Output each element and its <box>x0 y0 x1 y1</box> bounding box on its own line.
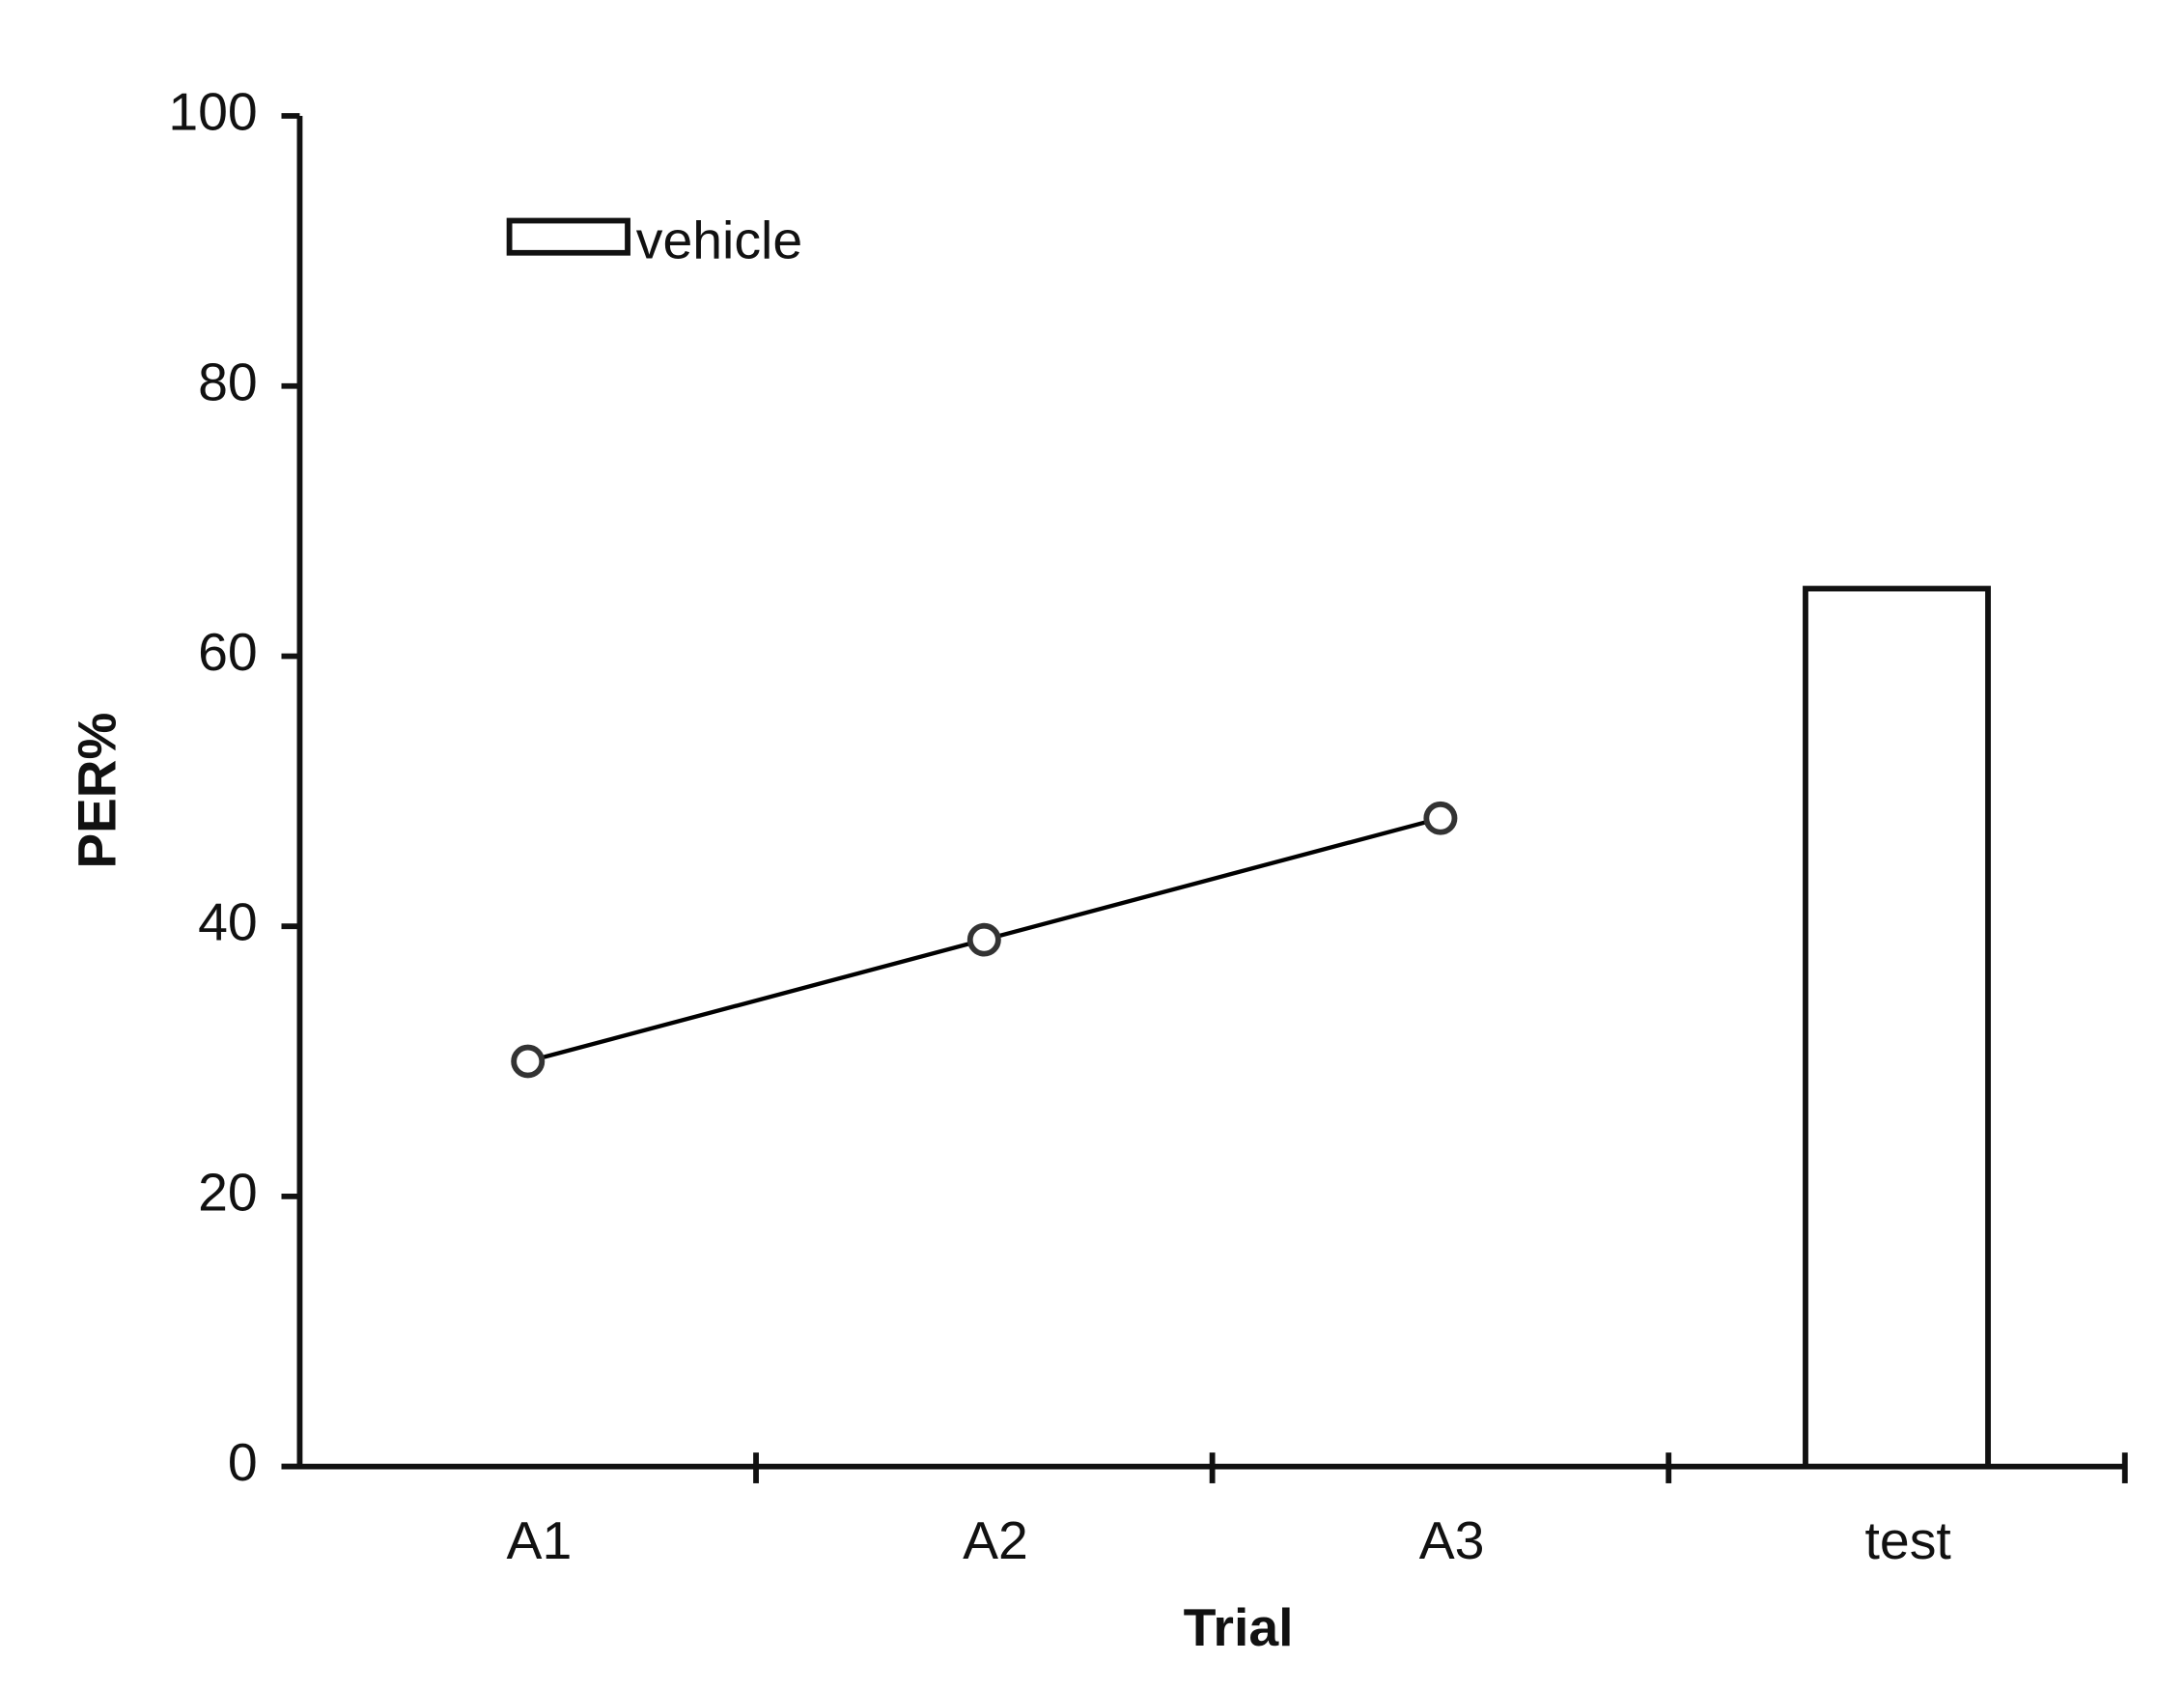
x-tick-label: A1 <box>507 1510 573 1570</box>
marker <box>966 922 1001 957</box>
y-tick-label: 80 <box>198 352 258 411</box>
marker <box>511 1044 546 1079</box>
y-tick-label: 40 <box>198 892 258 952</box>
y-tick-label: 60 <box>198 622 258 682</box>
y-tick-label: 0 <box>228 1432 258 1492</box>
x-tick-label: A3 <box>1419 1510 1485 1570</box>
y-tick-label: 100 <box>168 82 257 142</box>
marker <box>1423 801 1458 835</box>
y-axis-label: PER% <box>67 713 126 869</box>
legend-swatch <box>506 217 630 256</box>
bar <box>1803 585 1991 1470</box>
x-tick-label: test <box>1865 1510 1951 1570</box>
x-axis-label: Trial <box>1184 1597 1294 1657</box>
legend-label: vehicle <box>636 211 802 270</box>
y-tick-label: 20 <box>198 1163 258 1223</box>
x-tick-label: A2 <box>963 1510 1028 1570</box>
